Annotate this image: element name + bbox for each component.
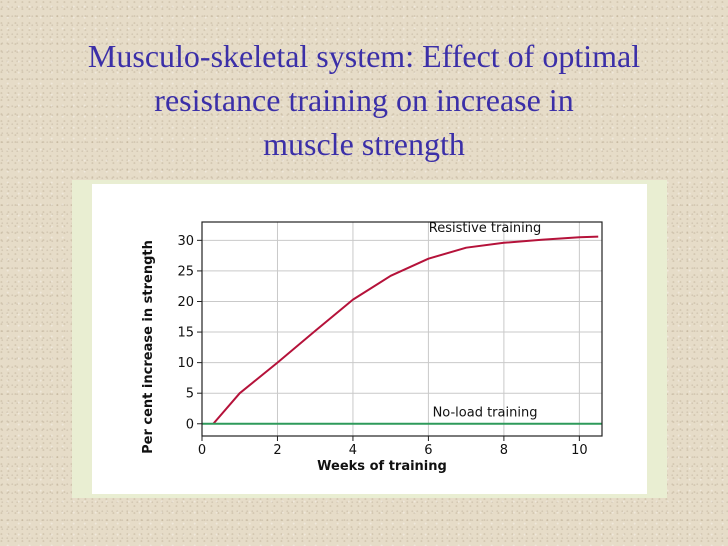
y-tick-label: 10 bbox=[177, 356, 194, 371]
y-tick-label: 25 bbox=[177, 264, 194, 279]
x-tick-label: 4 bbox=[349, 443, 357, 458]
line-chart: 0 2 4 6 8 10 0 5 10 15 20 25 30 Resistive training N… bbox=[141, 221, 603, 474]
slide-title-line-3: muscle strength bbox=[263, 126, 465, 162]
x-axis-label: Weeks of training bbox=[317, 459, 447, 474]
plot-frame bbox=[201, 221, 603, 437]
series-line-resistive-training bbox=[212, 235, 599, 425]
series-label-no-load-training: No-load training bbox=[433, 405, 538, 420]
y-tick-label: 20 bbox=[177, 295, 194, 310]
slide-title-line-1: Musculo-skeletal system: Effect of optim… bbox=[87, 38, 641, 74]
grid-layer bbox=[201, 222, 602, 436]
slide-title-line-2: resistance training on increase in bbox=[154, 82, 574, 118]
y-axis-label: Per cent increase in strength bbox=[141, 240, 156, 454]
slide-title: Musculo-skeletal system: Effect of optim… bbox=[30, 34, 698, 166]
x-tick-label: 6 bbox=[424, 443, 432, 458]
figure-inner: 0 2 4 6 8 10 0 5 10 15 20 25 30 Resistive training N… bbox=[92, 184, 647, 494]
y-tick-label: 15 bbox=[177, 326, 194, 341]
x-tick-label: 10 bbox=[571, 443, 588, 458]
x-tick-label: 0 bbox=[198, 443, 206, 458]
figure-panel: 0 2 4 6 8 10 0 5 10 15 20 25 30 Resistive training N… bbox=[72, 180, 667, 498]
series-label-resistive-training: Resistive training bbox=[429, 221, 542, 236]
x-tick-label: 2 bbox=[273, 443, 281, 458]
tick-layer: 0 2 4 6 8 10 0 5 10 15 20 25 30 bbox=[177, 234, 587, 458]
y-tick-label: 30 bbox=[177, 234, 194, 249]
x-tick-label: 8 bbox=[500, 443, 508, 458]
y-tick-label: 0 bbox=[186, 417, 194, 432]
series-layer bbox=[202, 235, 602, 425]
y-tick-label: 5 bbox=[186, 387, 194, 402]
